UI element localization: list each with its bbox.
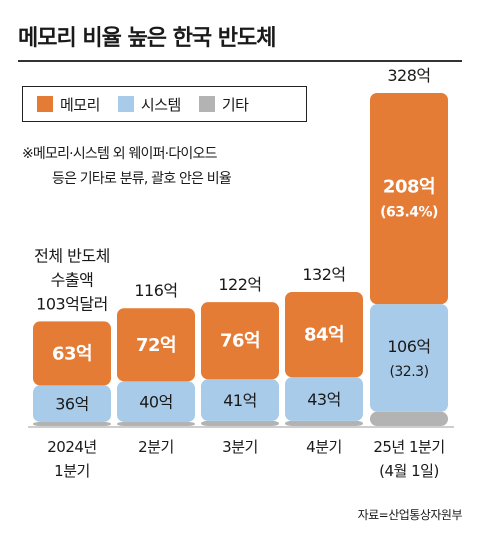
bar-segment-system (370, 304, 448, 412)
category-label: 4분기 (306, 438, 342, 456)
bar-segment-system (201, 379, 279, 421)
category-label: 3분기 (222, 438, 258, 456)
memory-value-label: 208억 (383, 177, 435, 198)
legend-item-other: 기타 (198, 94, 249, 115)
category-label: 25년 1분기 (373, 438, 444, 456)
title-divider (18, 60, 462, 62)
category-label: 2분기 (138, 438, 174, 456)
bar-segment-system (117, 381, 195, 422)
legend-label-other: 기타 (221, 95, 249, 114)
total-label: 328억 (387, 66, 430, 85)
note-line-1: ※메모리·시스템 외 웨이퍼·다이오드 (22, 146, 217, 162)
legend-label-memory: 메모리 (60, 95, 100, 114)
chart-title: 메모리 비율 높은 한국 반도체 (18, 26, 277, 51)
legend-item-system: 시스템 (117, 94, 181, 115)
total-label: 132억 (302, 265, 345, 284)
memory-value-label: 63억 (52, 343, 92, 364)
bar-segment-memory (33, 321, 111, 386)
bar-segment-other (117, 421, 195, 426)
system-value-label: 41억 (223, 391, 257, 410)
bar-segment-memory (117, 308, 195, 382)
memory-value-label: 76억 (220, 331, 260, 352)
bar-segment-memory (285, 291, 363, 378)
category-label: 2024년 (47, 438, 96, 456)
category-label: (4월 1일) (379, 462, 439, 480)
bar-segment-other (370, 411, 448, 426)
memory-value-label: 72억 (136, 335, 176, 356)
system-value-label: 36억 (55, 395, 89, 414)
legend-swatch-system (117, 96, 134, 112)
legend-swatch-memory (37, 96, 53, 112)
total-label: 122억 (218, 275, 261, 294)
system-value-label: 106억 (387, 337, 430, 356)
legend-label-system: 시스템 (140, 95, 181, 114)
legend: 메모리 시스템 기타 (22, 86, 307, 122)
total-label: 103억달러 (36, 294, 108, 313)
bar-segment-system (33, 385, 111, 422)
total-label: 수출액 (51, 270, 94, 289)
bar-segment-other (285, 420, 363, 426)
system-value-label: 43억 (307, 390, 341, 409)
bar-segment-memory (201, 302, 279, 380)
bar-segment-system (285, 377, 363, 421)
memory-value-label: 84억 (304, 325, 344, 346)
bar-segment-other (201, 420, 279, 426)
bar-segment-memory (370, 93, 448, 305)
system-value-label: 40억 (139, 393, 173, 412)
source-note: 자료=산업통상자원부 (357, 508, 463, 522)
memory-share-label: (63.4%) (380, 205, 438, 221)
bar-segment-other (33, 421, 111, 426)
total-label: 116억 (134, 281, 177, 300)
legend-item-memory: 메모리 (37, 94, 100, 115)
category-label: 1분기 (54, 462, 90, 480)
system-share-label: (32.3) (389, 364, 428, 380)
note-line-2: 등은 기타로 분류, 괄호 안은 비율 (52, 171, 232, 187)
total-label: 전체 반도체 (34, 246, 110, 265)
legend-swatch-other (198, 96, 215, 112)
